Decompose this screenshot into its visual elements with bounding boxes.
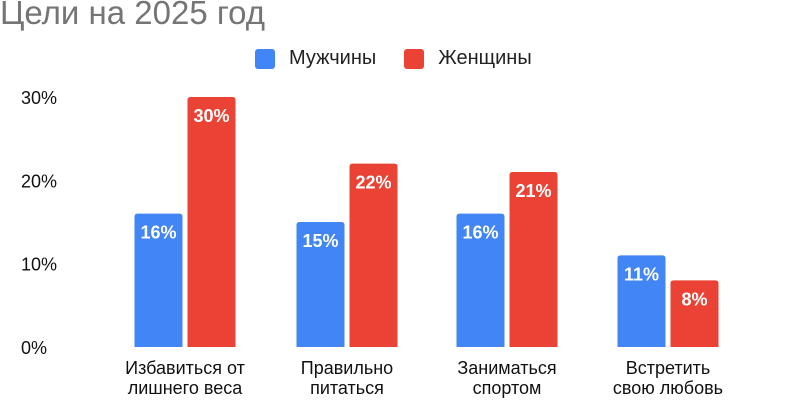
bar-men — [296, 222, 345, 347]
data-label: 22% — [355, 173, 391, 193]
data-label: 16% — [462, 223, 498, 243]
bar-women — [670, 280, 719, 347]
bar-men — [134, 213, 183, 347]
data-label: 8% — [681, 289, 707, 309]
x-tick-label: спортом — [473, 378, 542, 398]
data-label: 11% — [624, 264, 659, 284]
bar-men — [456, 213, 505, 347]
bar-men — [617, 255, 666, 347]
data-label: 21% — [515, 181, 551, 201]
y-tick-label: 20% — [21, 171, 57, 191]
data-label: 16% — [140, 223, 176, 243]
x-tick-label: Избавиться от — [125, 358, 245, 378]
legend-item-women: Женщины — [404, 47, 532, 70]
x-tick-label: питаться — [310, 378, 384, 398]
chart-title: Цели на 2025 год — [0, 0, 266, 31]
legend-item-men: Мужчины — [255, 47, 376, 70]
data-label: 15% — [302, 231, 338, 251]
data-label: 30% — [193, 106, 229, 126]
bar-women — [187, 97, 236, 347]
legend-label-women: Женщины — [438, 47, 532, 69]
bar-women — [349, 163, 398, 347]
x-tick-label: свою любовь — [613, 378, 723, 398]
y-tick-label: 30% — [21, 88, 57, 108]
x-tick-label: Заниматься — [457, 358, 556, 378]
x-tick-label: Встретить — [626, 358, 711, 378]
legend-label-men: Мужчины — [289, 47, 377, 69]
y-tick-label: 0% — [21, 338, 47, 358]
x-tick-label: Правильно — [301, 358, 393, 378]
legend-swatch-men — [255, 48, 275, 69]
y-tick-label: 10% — [21, 255, 57, 275]
legend: Мужчины Женщины — [255, 47, 560, 70]
legend-swatch-women — [404, 48, 425, 69]
bar-women — [509, 172, 558, 347]
x-tick-label: лишнего веса — [128, 378, 244, 398]
